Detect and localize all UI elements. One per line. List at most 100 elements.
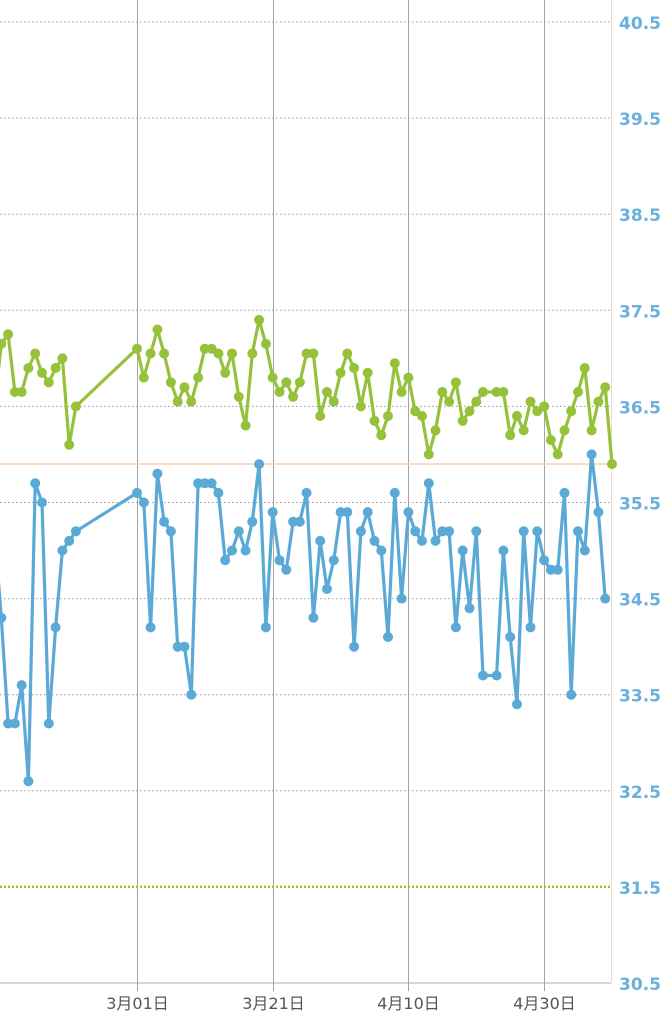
- data-point: [37, 367, 47, 378]
- data-point: [471, 526, 482, 537]
- data-point: [159, 516, 170, 527]
- data-point: [0, 338, 7, 349]
- data-point: [57, 545, 68, 556]
- data-point: [471, 396, 482, 407]
- y-tick-label: 36.5: [619, 398, 661, 418]
- data-point: [301, 487, 312, 498]
- data-point: [389, 358, 400, 369]
- data-point: [43, 718, 54, 729]
- y-tick-label: 35.5: [619, 495, 661, 515]
- data-point: [23, 776, 34, 787]
- data-point: [403, 507, 414, 518]
- data-point: [505, 632, 516, 642]
- data-point: [16, 680, 27, 691]
- data-point: [532, 526, 543, 537]
- data-point: [138, 497, 149, 508]
- data-point: [349, 363, 360, 373]
- data-point: [220, 555, 231, 566]
- data-point: [478, 670, 488, 681]
- data-point: [498, 545, 509, 556]
- data-point: [342, 348, 353, 359]
- data-point: [281, 377, 292, 388]
- data-point: [410, 526, 421, 537]
- data-point: [559, 487, 570, 498]
- data-point: [322, 387, 332, 397]
- data-point: [525, 622, 536, 633]
- y-tick-label: 31.5: [619, 879, 661, 899]
- data-point: [152, 324, 163, 335]
- data-point: [444, 396, 455, 407]
- data-point: [23, 363, 34, 373]
- data-point: [355, 401, 366, 412]
- data-point: [30, 348, 41, 359]
- data-point: [220, 367, 231, 378]
- data-point: [240, 420, 251, 431]
- data-point: [186, 396, 197, 407]
- data-point: [281, 564, 292, 575]
- data-point: [322, 584, 332, 594]
- data-point: [607, 459, 617, 470]
- data-point: [505, 430, 516, 441]
- data-point: [308, 612, 319, 623]
- y-tick-label: 40.5: [619, 14, 661, 34]
- data-point: [267, 507, 278, 518]
- data-point: [70, 526, 81, 537]
- data-point: [315, 535, 326, 546]
- data-point: [579, 545, 590, 556]
- data-point: [376, 545, 387, 556]
- data-point: [260, 338, 271, 349]
- data-point: [573, 526, 583, 537]
- data-point: [159, 348, 170, 359]
- data-point: [37, 497, 47, 508]
- data-point: [227, 348, 237, 359]
- data-point: [539, 401, 550, 412]
- series-layer: [0, 314, 617, 787]
- x-tick-label: 3月01日: [106, 994, 169, 1013]
- data-point: [30, 478, 41, 489]
- data-point: [566, 689, 577, 700]
- data-point: [593, 396, 604, 407]
- x-tick-label: 3月21日: [242, 994, 305, 1013]
- data-point: [491, 670, 502, 681]
- y-tick-label: 32.5: [619, 783, 661, 803]
- data-point: [559, 425, 570, 436]
- data-point: [383, 632, 393, 642]
- data-point: [573, 387, 583, 397]
- data-point: [512, 699, 522, 710]
- reference-lines: [0, 463, 611, 889]
- series-line-2: [0, 452, 607, 783]
- data-point: [0, 612, 7, 623]
- data-point: [206, 478, 217, 489]
- x-tick-label: 4月10日: [377, 994, 440, 1013]
- data-point: [145, 348, 156, 359]
- data-point: [50, 622, 61, 633]
- data-point: [294, 516, 305, 527]
- data-point: [335, 367, 346, 378]
- data-point: [240, 545, 251, 556]
- series-line-1: [0, 318, 614, 466]
- data-point: [165, 377, 176, 388]
- data-point: [593, 507, 604, 518]
- data-point: [389, 487, 400, 498]
- data-point: [450, 377, 461, 388]
- data-point: [64, 535, 75, 546]
- data-point: [260, 622, 271, 633]
- data-point: [450, 622, 461, 633]
- data-point: [64, 439, 75, 450]
- data-point: [586, 425, 597, 436]
- data-point: [437, 387, 448, 397]
- data-point: [179, 382, 190, 393]
- data-point: [342, 507, 353, 518]
- data-point: [362, 507, 373, 518]
- data-point: [132, 487, 142, 498]
- data-point: [430, 425, 441, 436]
- data-point: [396, 593, 407, 604]
- data-point: [518, 425, 529, 436]
- data-point: [457, 545, 468, 556]
- data-point: [579, 363, 590, 373]
- data-point: [132, 343, 142, 354]
- data-point: [145, 622, 156, 633]
- y-tick-label: 33.5: [619, 687, 661, 707]
